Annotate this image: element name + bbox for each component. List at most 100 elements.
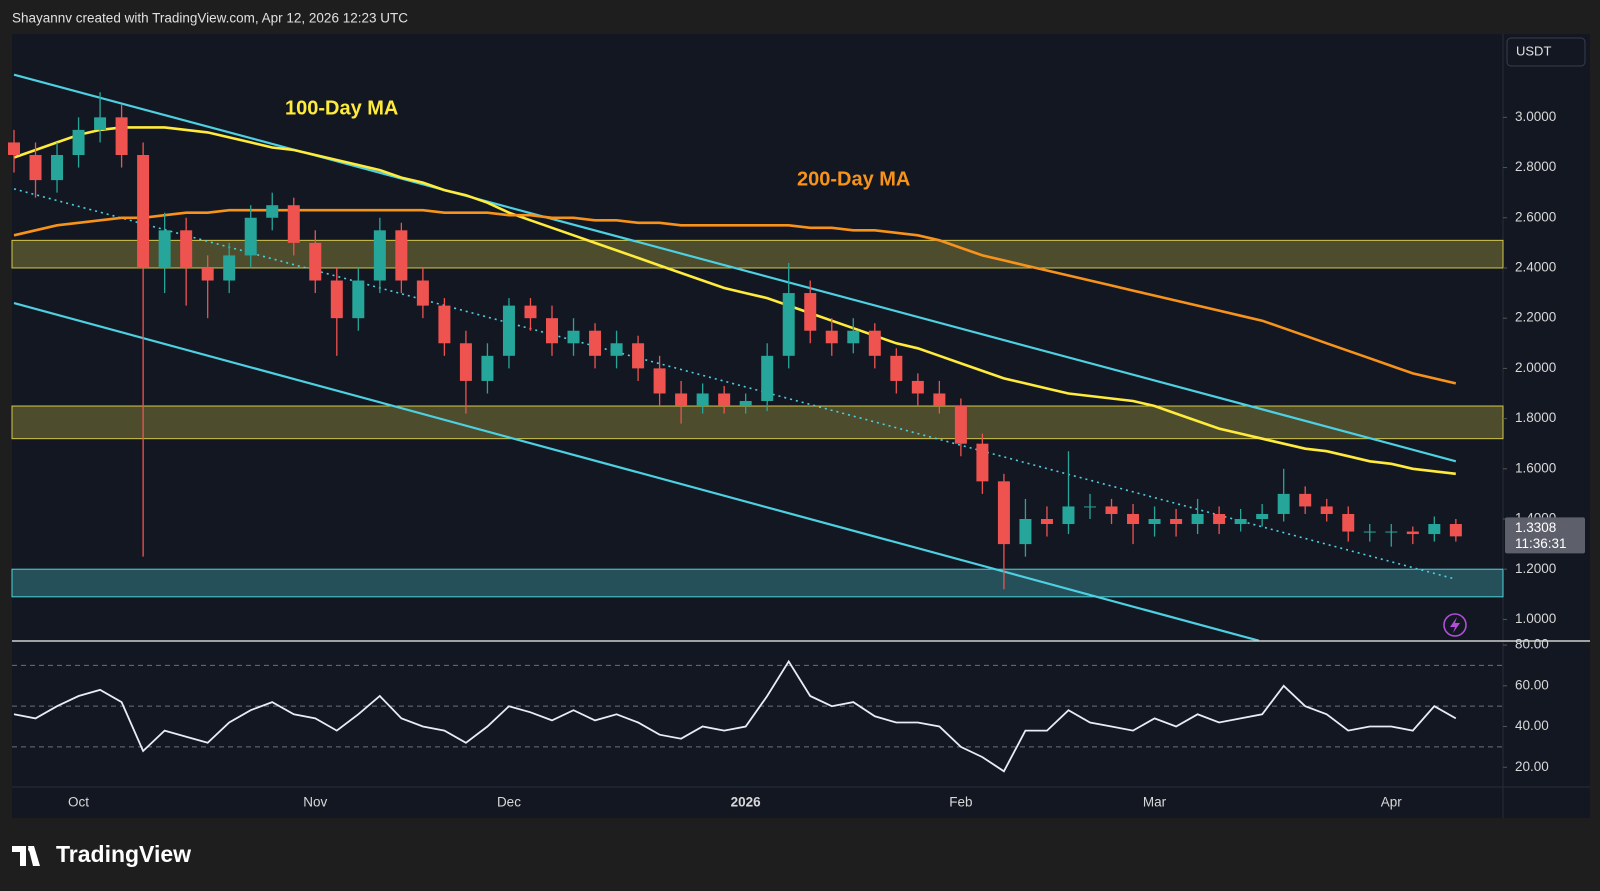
candle-body (1256, 513, 1269, 519)
candle-body (438, 305, 451, 344)
zone (11, 405, 1504, 440)
candle-body (1105, 506, 1118, 514)
countdown: 11:36:31 (1515, 536, 1567, 551)
candle-body (567, 330, 580, 344)
candle-body (1277, 493, 1290, 514)
candle-body (244, 217, 257, 256)
candle-body (997, 481, 1010, 545)
y-tick-label: 3.0000 (1515, 109, 1556, 124)
candle-body (352, 280, 365, 319)
candle-body (330, 280, 343, 319)
candle-body (1213, 513, 1226, 525)
candle-body (223, 255, 236, 281)
candle-body (847, 330, 860, 344)
candle-body (1234, 518, 1247, 525)
y-tick-label: 2.4000 (1515, 260, 1556, 275)
candle-body (1040, 518, 1053, 525)
candle-body (1191, 513, 1204, 525)
annotation: 100-Day MA (285, 97, 398, 119)
candle-body (94, 117, 107, 130)
candle-body (287, 205, 300, 243)
last-price-box (1505, 517, 1585, 554)
logo-text: TradingView (56, 841, 191, 867)
candle-body (632, 343, 645, 369)
candle-body (158, 230, 171, 268)
candle-body (675, 393, 688, 407)
y-tick-label: 1.8000 (1515, 410, 1556, 425)
moving-average (13, 126, 1456, 476)
x-tick-label: Oct (68, 795, 89, 810)
x-tick-label: Feb (949, 795, 972, 810)
candle-body (868, 330, 881, 356)
candle-body (610, 343, 623, 356)
candle-body (1342, 513, 1355, 532)
candle-body (825, 330, 838, 344)
candle-body (954, 406, 967, 444)
annotation: 200-Day MA (797, 168, 910, 190)
candle-body (524, 305, 537, 319)
candle-body (1170, 518, 1183, 525)
candle-body (1428, 524, 1441, 535)
candle-body (933, 393, 946, 407)
logo: TradingView (12, 841, 191, 867)
y-tick-label: 80.00 (1515, 637, 1549, 652)
candle-body (911, 380, 924, 394)
chart-area (12, 34, 1503, 818)
candle-body (1385, 531, 1398, 533)
y-tick-label: 2.8000 (1515, 159, 1556, 174)
candle-body (1062, 506, 1075, 525)
currency-button[interactable] (1506, 37, 1586, 67)
x-tick-label: Apr (1381, 795, 1403, 810)
candle-body (976, 443, 989, 482)
x-tick-label: 2026 (731, 795, 762, 810)
y-tick-label: 2.2000 (1515, 310, 1556, 325)
candle-body (739, 401, 752, 407)
candle-body (137, 154, 150, 268)
moving-average (13, 208, 1457, 385)
candle-body (696, 393, 709, 407)
candle-body (51, 154, 64, 181)
candle-body (502, 305, 515, 356)
rsi-line (13, 659, 1457, 773)
trendline (13, 302, 1260, 642)
candle-body (890, 355, 903, 381)
candle-body (782, 293, 795, 356)
x-tick-label: Dec (497, 795, 521, 810)
candle-body (115, 117, 128, 155)
candle-body (653, 368, 666, 394)
last-price: 1.3308 (1515, 520, 1556, 535)
candle-body (1019, 518, 1032, 545)
price-axis-area (1503, 34, 1590, 818)
alert-icon[interactable] (1443, 613, 1467, 637)
candle-body (761, 355, 774, 402)
candle-body (72, 129, 85, 155)
candle-body (180, 230, 193, 268)
y-tick-label: 40.00 (1515, 718, 1549, 733)
candle-body (718, 393, 731, 407)
candle-body (546, 318, 558, 344)
y-tick-label: 1.6000 (1515, 460, 1556, 475)
candle-body (309, 242, 322, 281)
zone (11, 239, 1504, 269)
candle-body (1084, 506, 1096, 508)
y-tick-label: 60.00 (1515, 677, 1549, 692)
candle-body (8, 142, 20, 155)
y-tick-label: 2.6000 (1515, 209, 1556, 224)
candle-body (29, 154, 42, 181)
candle-body (589, 330, 602, 356)
y-tick-label: 2.0000 (1515, 360, 1556, 375)
header: Shayannv created with TradingView.com, A… (12, 11, 408, 26)
candle-body (201, 267, 214, 281)
y-tick-label: 20.00 (1515, 759, 1549, 774)
currency[interactable]: USDT (1516, 43, 1551, 58)
candle-body (1320, 506, 1333, 514)
candle-body (804, 293, 817, 331)
candle-body (459, 343, 472, 381)
candle-body (373, 230, 386, 281)
x-tick-label: Nov (303, 795, 327, 810)
y-tick-label: 1.2000 (1515, 561, 1556, 576)
trendline (13, 73, 1457, 463)
